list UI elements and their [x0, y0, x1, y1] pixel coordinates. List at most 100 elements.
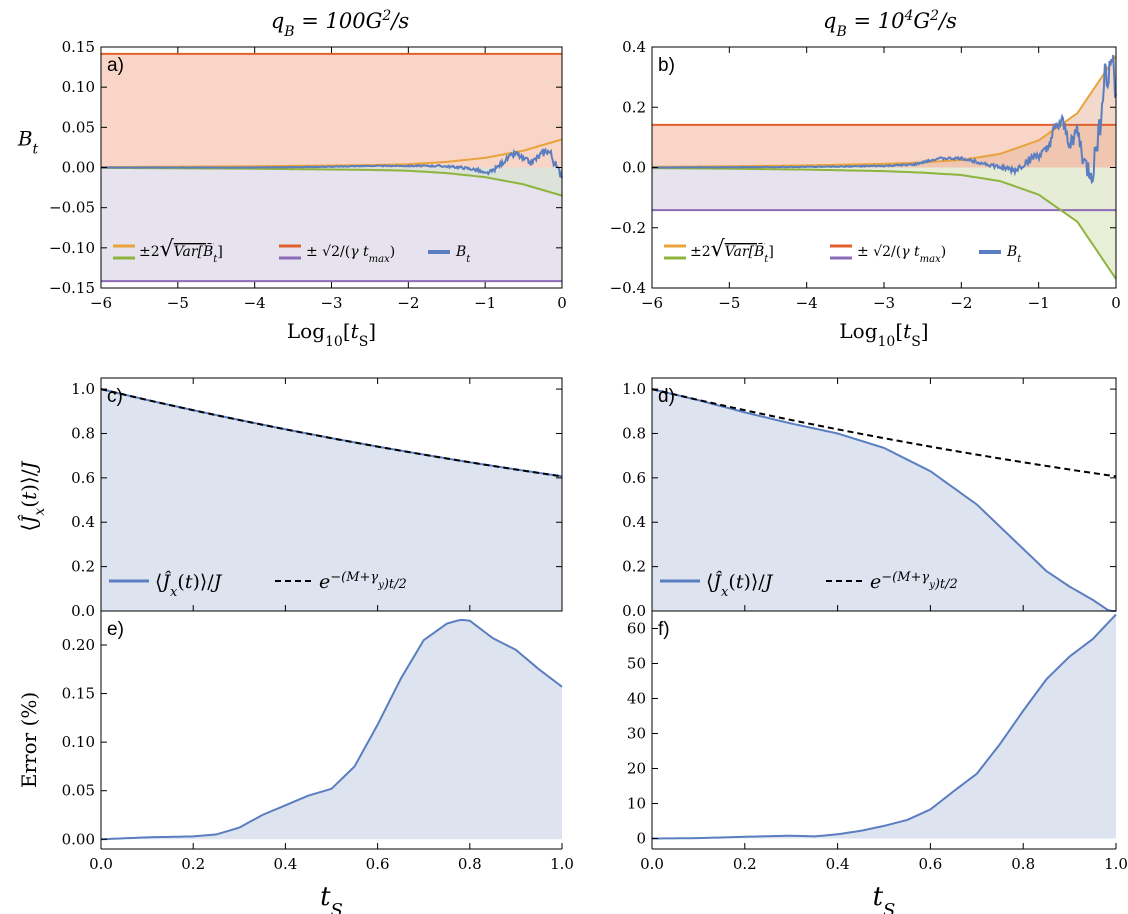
xtick-label: −5: [718, 294, 740, 312]
ytick-label: −0.15: [49, 279, 95, 297]
legend-label-variance: ±2√Var[B̄t]: [139, 237, 223, 265]
ytick-label: 0.0: [71, 602, 95, 620]
panel-label: a): [107, 55, 124, 76]
xtick-label: −4: [244, 294, 266, 312]
xtick-label: −3: [320, 294, 342, 312]
ytick-label: 0.4: [71, 513, 95, 531]
xtick-label: 0: [557, 294, 567, 312]
x-axis-label: Log10[tS]: [839, 319, 928, 350]
ytick-label: 0.4: [622, 38, 646, 56]
ytick-label: −0.4: [610, 279, 646, 297]
xtick-label: 0.4: [826, 855, 850, 873]
legend-label-Jx: ⟨Ĵx(t)⟩/J: [706, 570, 774, 600]
ytick-label: 0.10: [62, 78, 95, 96]
y-axis-label: ⟨Ĵx(t)⟩/J: [16, 461, 48, 532]
x-axis-label: tS: [320, 882, 343, 914]
error-series: [651, 613, 1117, 840]
xtick-label: −2: [950, 294, 972, 312]
B_t-series: [651, 54, 1117, 185]
ytick-label: 0.15: [62, 38, 95, 56]
ytick-label: 0.2: [71, 558, 95, 576]
ytick-label: 0.2: [622, 558, 646, 576]
ytick-label: −0.2: [610, 219, 646, 237]
panel-label: f): [658, 619, 670, 640]
panel-d: 0.0 0.2 0.4 0.6 0.8 1.0 d) ⟨Ĵx(t)⟩/J e−(M+γy)t/2: [622, 377, 1117, 620]
x-axis-label: tS: [873, 882, 896, 914]
xtick-label: 1.0: [550, 855, 574, 873]
col-title-left: qB = 100G2/s: [271, 8, 410, 40]
xtick-label: 0.4: [273, 855, 297, 873]
ytick-label: 0.2: [622, 98, 646, 116]
ytick-label: 20: [627, 760, 646, 778]
Jx-area: [101, 389, 562, 611]
panel-b: −0.4 −0.2 0.0 0.2 0.4 −6 −5 −4 −3 −2 −1 0 b) Log10[tS…: [610, 38, 1121, 350]
envelope-fill-positive: [652, 56, 1116, 168]
panel-f: 0 10 20 30 40 50 60 0.0 0.2 0.4 0.6 0.8 1.0 f) tS: [627, 610, 1128, 914]
legend-label-variance: ±2√Var[B̄t]: [690, 237, 774, 265]
ytick-label: 0.05: [62, 118, 95, 136]
ytick-label: 0.10: [62, 733, 95, 751]
ytick-label: 0.00: [62, 159, 95, 177]
envelope-fill-negative: [101, 167, 562, 196]
xtick-label: −1: [1028, 294, 1050, 312]
ytick-label: 50: [627, 655, 646, 673]
ytick-label: 1.0: [71, 380, 95, 398]
ytick-label: 40: [627, 690, 646, 708]
ytick-label: 0.0: [622, 602, 646, 620]
ytick-label: 0.15: [62, 685, 95, 703]
panel-a: −0.15 −0.10 −0.05 0.00 0.05 0.10 0.15 −6 −5 −4 −3 −…: [17, 38, 567, 350]
panel-c: 0.0 0.2 0.4 0.6 0.8 1.0 c) ⟨Ĵx(t)⟩/J ⟨Ĵx(t)⟩/J e−…: [16, 377, 563, 620]
legend-label-exp: e−(M+γy)t/2: [319, 570, 407, 594]
ytick-label: 0.00: [62, 830, 95, 848]
ytick-label: 0.6: [622, 469, 646, 487]
xtick-label: 0.0: [640, 855, 664, 873]
ytick-label: 0: [636, 830, 646, 848]
panels: −0.15−0.10−0.050.000.050.100.15−6 −5 −4 −3−…: [16, 38, 1128, 914]
xtick-label: 0.2: [733, 855, 757, 873]
legend-label-bound: ± √2/(γ tmax): [857, 244, 946, 265]
x-axis-label: Log10[tS]: [287, 319, 376, 350]
ytick-label: 0.8: [622, 424, 646, 442]
y-axis-label: Error (%): [17, 692, 41, 788]
legend: ±2√Var[B̄t] ± √2/(γ tmax) Bt: [664, 237, 1022, 265]
bound-fill-negative: [101, 167, 562, 282]
xtick-label: 0.8: [1011, 855, 1035, 873]
panel-label: c): [107, 386, 123, 407]
ytick-label: 0.0: [622, 159, 646, 177]
xtick-label: −5: [167, 294, 189, 312]
legend: ±2√Var[B̄t] ± √2/(γ tmax) Bt: [113, 237, 471, 265]
ytick-label: 1.0: [622, 380, 646, 398]
xtick-label: 1.0: [1104, 855, 1128, 873]
xtick-label: 0.2: [181, 855, 205, 873]
xtick-label: −1: [474, 294, 496, 312]
ytick-label: 0.8: [71, 424, 95, 442]
ytick-label: 30: [627, 725, 646, 743]
ytick-label: −0.10: [49, 239, 95, 257]
panel-label: d): [658, 386, 675, 407]
panel-label: e): [107, 619, 124, 640]
ytick-label: 0.6: [71, 469, 95, 487]
ytick-label: 0.05: [62, 782, 95, 800]
ytick-label: −0.05: [49, 199, 95, 217]
legend-label-bound: ± √2/(γ tmax): [306, 244, 395, 265]
ytick-label: 10: [627, 795, 646, 813]
column-title-right: qB = 104G2/s: [823, 8, 957, 40]
Jx-series: [651, 388, 1116, 612]
legend-label-exp: e−(M+γy)t/2: [870, 570, 958, 594]
xtick-label: −4: [796, 294, 818, 312]
y-axis-label: Bt: [17, 127, 39, 158]
legend-label-B_t: Bt: [455, 244, 471, 265]
ytick-label: 60: [627, 620, 646, 638]
xtick-label: −2: [397, 294, 419, 312]
xtick-label: −3: [873, 294, 895, 312]
error-area: [652, 614, 1116, 839]
B_t-series: [100, 147, 563, 179]
xtick-label: 0.0: [89, 855, 113, 873]
error-area: [101, 619, 562, 840]
xtick-label: −6: [90, 294, 112, 312]
legend-label-Jx: ⟨Ĵx(t)⟩/J: [155, 570, 223, 600]
error-series: [100, 618, 563, 841]
exponential-decay-series: [651, 388, 1117, 478]
bound-fill-positive: [101, 53, 562, 168]
